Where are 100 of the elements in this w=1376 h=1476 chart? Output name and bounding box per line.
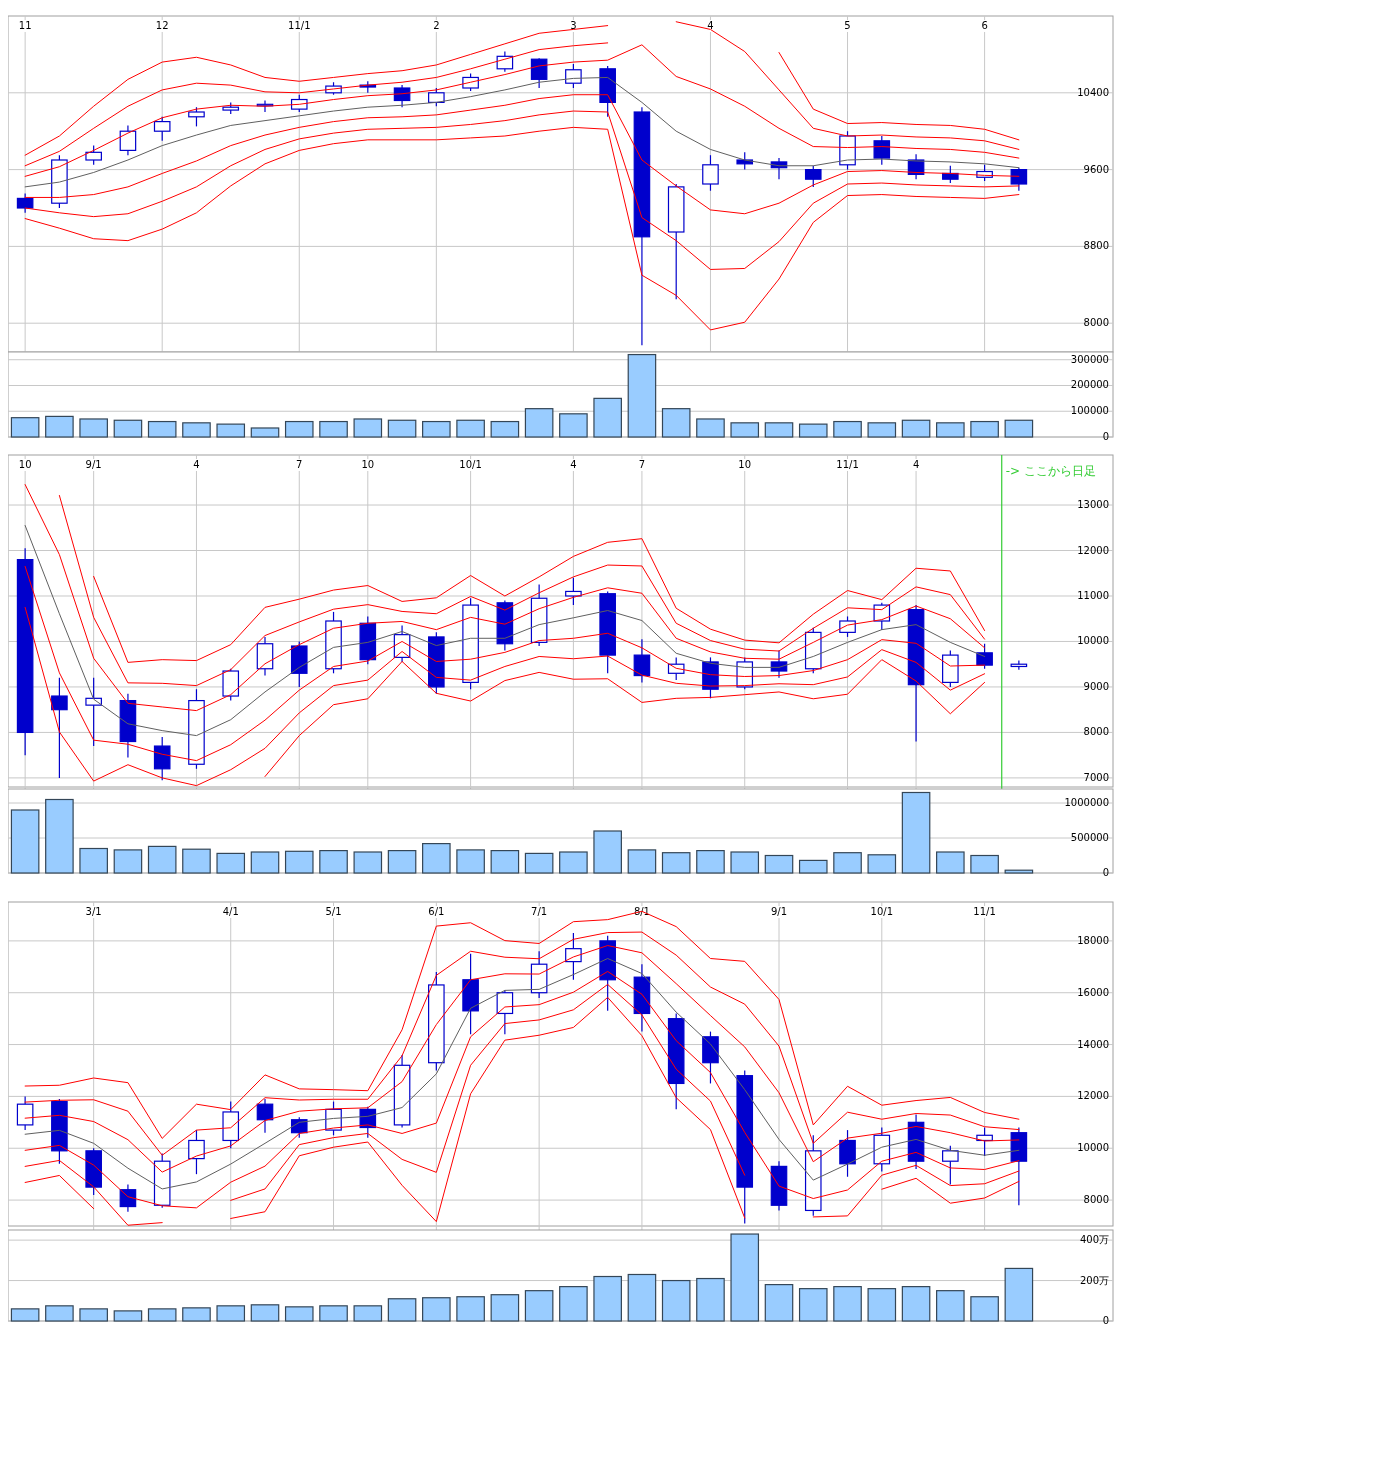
bar [422,843,451,874]
y-tick-label: 300000 [1070,353,1109,365]
x-tick-label: 10 [738,459,752,470]
bar [661,1279,691,1322]
candlestick [804,165,822,188]
bar [319,420,348,438]
line-series [58,494,986,687]
y-tick-label: 12000 [1077,544,1109,556]
bar [730,851,760,874]
candlestick [188,1129,205,1175]
bar [216,423,246,438]
y-tick-label: 1000000 [1064,797,1109,808]
y-tick-label: 12000 [1077,1090,1109,1102]
x-tick-label: 3/1 [85,906,102,917]
y-tick-label: 9600 [1083,163,1109,175]
bar [559,1286,588,1322]
x-tick-label: 4 [707,20,714,31]
y-tick-label: 400万 [1079,1234,1109,1246]
candlestick [188,106,205,127]
bar [936,1290,965,1322]
y-tick-label: 10400 [1077,86,1109,98]
x-tick-label: 11/1 [836,459,859,470]
y-tick-label: 0 [1102,431,1109,442]
bar [387,419,417,438]
bar [216,852,246,874]
y-tick-label: 16000 [1077,986,1109,998]
bar [833,420,862,438]
bar [456,1296,485,1322]
bar [353,851,383,874]
x-tick-label: 4 [193,459,200,470]
bar [490,1294,520,1322]
bar [422,1297,451,1322]
x-tick-label: 4/1 [222,906,239,917]
bar [661,408,691,438]
x-tick-label: 11 [18,20,32,31]
line-series [264,659,986,778]
bar [147,1308,177,1322]
y-tick-label: 10000 [1077,1142,1109,1154]
bar [182,1307,211,1322]
bar [182,422,211,438]
bar [113,1310,143,1322]
x-tick-label: 4 [570,459,577,470]
y-tick-label: 18000 [1077,934,1109,946]
candlestick [16,1095,34,1131]
bar [696,850,725,874]
line-series [24,606,986,787]
candlestick [839,1129,856,1178]
candlestick [942,1145,959,1186]
x-tick-label: 7 [638,459,646,470]
bar [1004,869,1034,874]
bar [319,1305,348,1322]
bar [10,417,40,438]
bar [216,1305,246,1322]
bar [593,1275,622,1322]
line-series [24,126,1020,331]
bar [627,849,657,874]
y-tick-label: 8800 [1083,240,1109,252]
bar [798,859,828,874]
x-tick-label: 6/1 [428,906,445,917]
bar [387,850,417,874]
bar [593,830,622,874]
y-tick-label: 8000 [1083,317,1109,329]
bar [901,791,931,874]
bar [422,420,451,438]
candlestick [51,677,68,779]
bar [147,420,177,438]
bar [764,1284,794,1322]
bar [319,850,348,874]
bar [250,851,280,874]
bar [113,849,143,874]
bar [284,850,314,874]
x-tick-label: 10/1 [459,459,482,470]
y-tick-label: 9000 [1083,680,1109,692]
bar [353,418,383,438]
bar [79,1308,108,1322]
x-tick-label: 10/1 [870,906,894,917]
bar [661,852,691,874]
x-tick-label: 2 [433,20,440,31]
bar [901,1286,931,1322]
bar [833,1286,862,1322]
bar [764,854,794,874]
line-series [24,484,986,712]
x-tick-label: 11/1 [288,20,311,31]
x-tick-label: 6 [981,20,988,31]
bar [593,397,622,438]
x-tick-label: 10 [361,459,375,470]
bar [696,418,725,438]
y-tick-label: 500000 [1070,832,1109,843]
bar [970,854,999,874]
y-tick-label: 10000 [1077,635,1109,647]
bar [730,1233,760,1322]
y-tick-label: 100000 [1070,405,1109,417]
bar [79,418,108,438]
bar [901,419,931,438]
bar [936,851,965,874]
x-tick-label: 10 [18,459,32,470]
bar [1004,1267,1034,1322]
y-tick-label: 8000 [1083,726,1109,738]
bar [284,420,314,438]
candlestick [976,643,993,670]
